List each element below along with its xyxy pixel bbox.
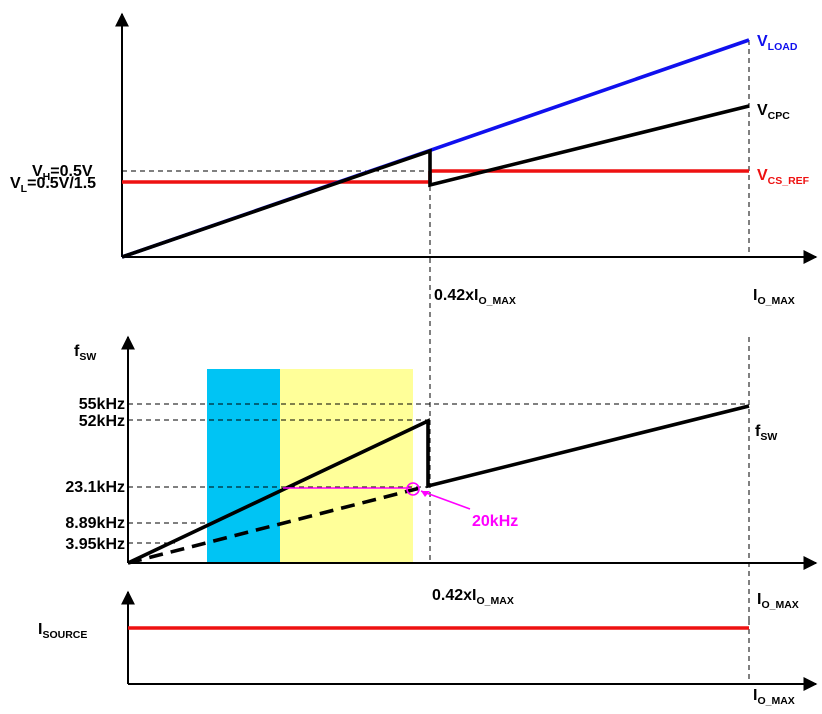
tick-8khz: 8.89kHz <box>65 515 125 532</box>
fsw-axis-label: fSW <box>74 343 96 363</box>
mid-x-end-label: IO_MAX <box>757 591 799 611</box>
annotation-circle <box>406 482 420 496</box>
annotation-arrow <box>420 490 471 510</box>
mid-plot: fSW 55kHz 52kHz 23.1kHz 8.89kHz 3.95kHz … <box>65 335 818 620</box>
tick-4khz: 3.95kHz <box>65 536 125 553</box>
vl-label: VL=0.5V/1.5 <box>10 175 96 195</box>
vcpc-line <box>121 104 750 259</box>
fsw-line-label: fSW <box>755 423 777 443</box>
tick-55khz: 55kHz <box>79 396 125 413</box>
isource-label: ISOURCE <box>38 621 87 641</box>
blue-band <box>207 369 280 562</box>
bottom-x-end-label: IO_MAX <box>753 687 795 707</box>
vcs-ref-label: VCS_REF <box>757 167 810 187</box>
top-plot: VH=0.5V VL=0.5V/1.5 VLOAD VCPC VCS_REF 0… <box>10 12 818 563</box>
annotation-arrowhead <box>421 491 430 497</box>
top-x-end-label: IO_MAX <box>753 287 795 307</box>
tick-52khz: 52kHz <box>79 413 125 430</box>
vcpc-label: VCPC <box>757 102 790 122</box>
fsw-line <box>127 404 750 565</box>
top-x-mark-label: 0.42xIO_MAX <box>434 287 516 307</box>
annotation-label: 20kHz <box>472 513 518 530</box>
bottom-plot: ISOURCE IO_MAX <box>38 590 818 707</box>
tick-23khz: 23.1kHz <box>65 479 125 496</box>
vload-label: VLOAD <box>757 33 798 53</box>
vh-label: VH=0.5V <box>32 163 93 183</box>
mid-x-mark-label: 0.42xIO_MAX <box>432 587 514 607</box>
fsw-dashed-line <box>127 485 425 565</box>
yellow-band <box>280 369 413 562</box>
